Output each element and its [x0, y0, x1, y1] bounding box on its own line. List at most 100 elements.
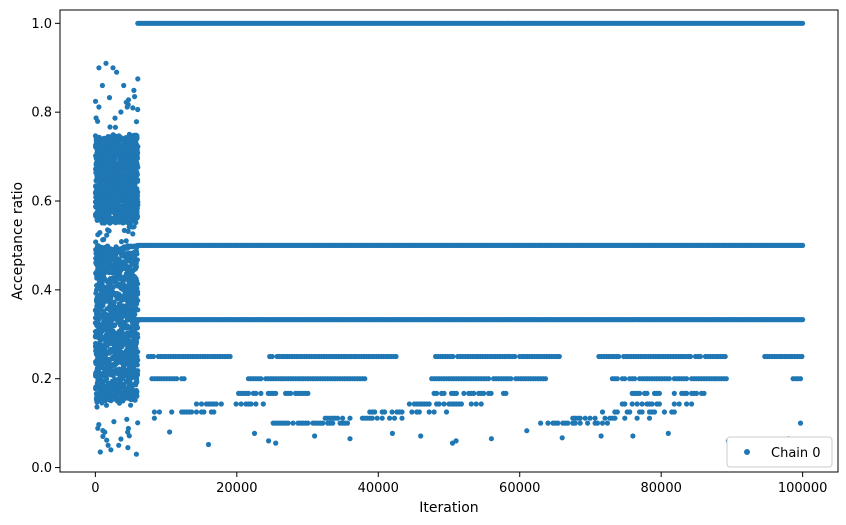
data-point [598, 433, 604, 439]
data-point [93, 386, 99, 392]
data-point [651, 409, 658, 415]
data-point [722, 353, 728, 360]
data-point [418, 433, 424, 439]
data-point [127, 220, 133, 226]
data-point [344, 420, 351, 426]
data-point [134, 155, 140, 161]
data-point [290, 420, 296, 426]
data-point [102, 184, 108, 190]
data-point [169, 409, 175, 415]
data-point [106, 269, 113, 275]
data-point [103, 284, 109, 290]
data-point [134, 331, 140, 337]
data-point [93, 361, 99, 367]
data-point [133, 265, 139, 271]
data-point [113, 264, 120, 270]
data-point [126, 375, 132, 381]
data-point [114, 296, 120, 302]
data-point [107, 356, 113, 362]
data-point [134, 162, 140, 169]
data-point [109, 144, 115, 150]
data-point [114, 275, 120, 282]
y-tick-label: 0.4 [31, 283, 52, 298]
data-point [96, 65, 102, 71]
data-point [441, 401, 447, 407]
data-point [132, 320, 138, 326]
data-point [116, 442, 122, 448]
data-point [559, 435, 565, 441]
data-point [100, 308, 107, 314]
data-point [646, 415, 653, 421]
data-point [416, 409, 422, 415]
data-point [133, 451, 139, 457]
data-point [102, 317, 108, 324]
data-point [99, 328, 105, 335]
data-point [399, 415, 405, 421]
scatter-points [92, 20, 806, 457]
data-point [213, 401, 219, 407]
data-point [481, 390, 487, 396]
data-point [512, 353, 518, 360]
data-point [96, 307, 102, 313]
data-point [130, 257, 136, 263]
data-point [126, 190, 132, 196]
data-point [105, 208, 111, 214]
data-point [130, 105, 136, 111]
data-point [616, 353, 622, 360]
data-point [118, 239, 125, 245]
data-point [129, 175, 135, 181]
data-point [118, 436, 124, 442]
data-point [95, 196, 101, 202]
data-point [305, 390, 311, 396]
data-point [434, 390, 440, 396]
data-point [95, 351, 101, 357]
data-point [100, 201, 106, 207]
data-point [599, 420, 606, 426]
data-point [103, 298, 109, 304]
data-point [120, 334, 127, 340]
data-point [374, 415, 380, 421]
data-point [125, 228, 131, 234]
data-point [612, 415, 618, 421]
data-point [101, 255, 107, 262]
data-point [99, 285, 105, 291]
data-point [110, 391, 116, 397]
data-point [125, 206, 131, 212]
data-point [96, 422, 102, 428]
data-point [248, 401, 254, 407]
y-axis: 0.0 0.2 0.4 0.6 0.8 1.0 [31, 17, 60, 476]
x-axis: 0 20000 40000 60000 80000 100000 [91, 472, 827, 496]
data-point [124, 416, 130, 422]
data-point [632, 376, 638, 382]
data-point [94, 380, 100, 386]
data-point [92, 98, 99, 104]
data-point [577, 415, 583, 421]
data-point [111, 419, 117, 425]
data-point [122, 162, 129, 168]
data-point [488, 390, 494, 396]
data-point [110, 209, 116, 215]
data-point [101, 334, 107, 340]
data-point [109, 378, 115, 384]
data-point [312, 433, 318, 439]
data-point [124, 253, 130, 259]
data-point [94, 272, 100, 278]
data-point [644, 390, 650, 396]
data-point [135, 106, 141, 113]
data-point [347, 436, 353, 442]
data-point [634, 415, 640, 421]
data-point [431, 409, 437, 415]
data-point [125, 429, 131, 435]
data-point [118, 109, 124, 115]
data-point [111, 193, 117, 199]
data-point [393, 353, 399, 360]
data-point [129, 284, 135, 290]
data-point [94, 404, 100, 410]
data-point [167, 429, 173, 435]
data-point [103, 289, 109, 295]
data-point [110, 169, 116, 175]
data-point [106, 95, 113, 101]
data-point [112, 347, 118, 353]
data-point [201, 409, 207, 415]
data-point [488, 436, 494, 442]
